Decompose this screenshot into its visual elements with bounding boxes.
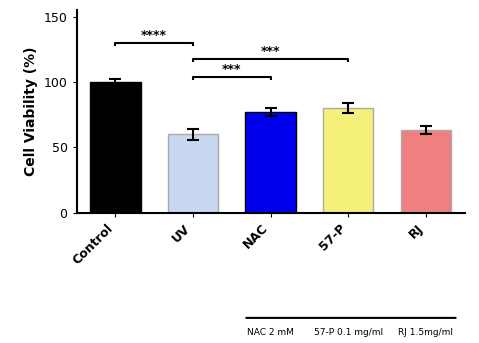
Text: RJ 1.5mg/ml: RJ 1.5mg/ml: [399, 328, 453, 337]
Text: ***: ***: [222, 63, 241, 76]
Bar: [323, 108, 374, 213]
Text: 57-P 0.1 mg/ml: 57-P 0.1 mg/ml: [314, 328, 383, 337]
Bar: [400, 130, 451, 213]
Bar: [245, 112, 296, 213]
Text: NAC 2 mM: NAC 2 mM: [247, 328, 294, 337]
Text: ***: ***: [261, 45, 280, 58]
Y-axis label: Cell Viability (%): Cell Viability (%): [24, 47, 38, 176]
Text: ****: ****: [141, 29, 167, 42]
Bar: [90, 82, 141, 213]
Bar: [168, 134, 218, 213]
